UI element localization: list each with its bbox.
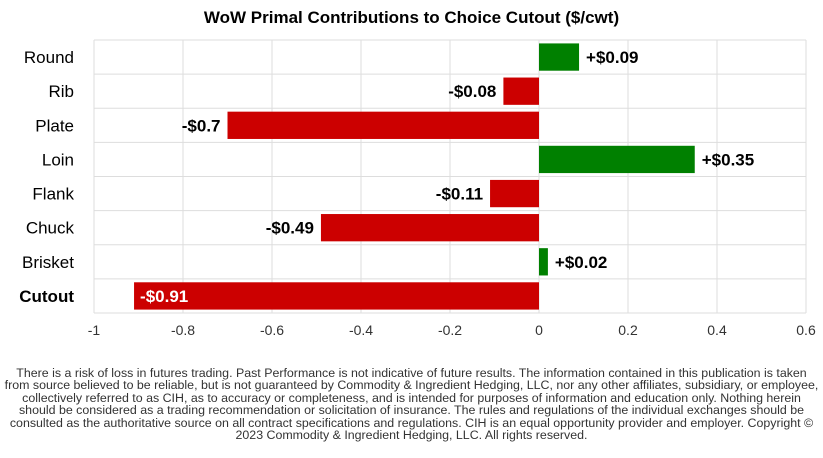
- data-label-flank: -$0.11: [436, 185, 483, 204]
- x-tick-label: -0.4: [349, 322, 373, 338]
- data-labels: +$0.09 -$0.08 -$0.7 +$0.35 -$0.11 -$0.49 +$0.0…: [140, 48, 754, 306]
- x-tick-label: -1: [88, 322, 101, 338]
- bar-loin: [539, 145, 695, 174]
- category-label-rib: Rib: [48, 82, 74, 101]
- bar-chart: +$0.09 -$0.08 -$0.7 +$0.35 -$0.11 -$0.49 +$0.0…: [19, 39, 816, 338]
- x-tick-label: 0.2: [618, 322, 638, 338]
- bar-plate: [227, 111, 539, 139]
- x-tick-label: -0.6: [260, 322, 284, 338]
- category-label-loin: Loin: [42, 150, 74, 169]
- bar-flank: [490, 179, 539, 208]
- bars: [134, 43, 695, 310]
- data-label-loin: +$0.35: [702, 150, 754, 169]
- category-label-brisket: Brisket: [22, 253, 74, 272]
- bar-cutout: [134, 282, 540, 310]
- data-label-rib: -$0.08: [448, 82, 496, 101]
- bar-rib: [503, 77, 539, 105]
- category-label-cutout: Cutout: [19, 287, 74, 306]
- data-label-cutout: -$0.91: [140, 287, 188, 306]
- grid-lines: [93, 39, 807, 314]
- category-label-round: Round: [24, 48, 74, 67]
- disclaimer-text: There is a risk of loss in futures tradi…: [4, 366, 819, 443]
- category-label-plate: Plate: [35, 116, 74, 135]
- x-tick-label: -0.2: [438, 322, 462, 338]
- bar-brisket: [539, 248, 548, 276]
- data-label-brisket: +$0.02: [555, 253, 607, 272]
- category-label-chuck: Chuck: [26, 219, 75, 238]
- chart-title: WoW Primal Contributions to Choice Cutou…: [203, 8, 620, 27]
- x-tick-labels: -1 -0.8 -0.6 -0.4 -0.2 0 0.2 0.4 0.6: [88, 322, 816, 338]
- x-tick-label: -0.8: [171, 322, 195, 338]
- data-label-chuck: -$0.49: [266, 219, 314, 238]
- bar-round: [539, 43, 580, 71]
- category-labels: Round Rib Plate Loin Flank Chuck Brisket Cutout: [19, 48, 74, 306]
- x-tick-label: 0.4: [707, 322, 727, 338]
- x-tick-label: 0: [535, 322, 543, 338]
- x-tick-label: 0.6: [796, 322, 816, 338]
- data-label-round: +$0.09: [586, 48, 638, 67]
- category-label-flank: Flank: [32, 185, 74, 204]
- data-label-plate: -$0.7: [182, 116, 221, 135]
- bar-chuck: [320, 214, 539, 242]
